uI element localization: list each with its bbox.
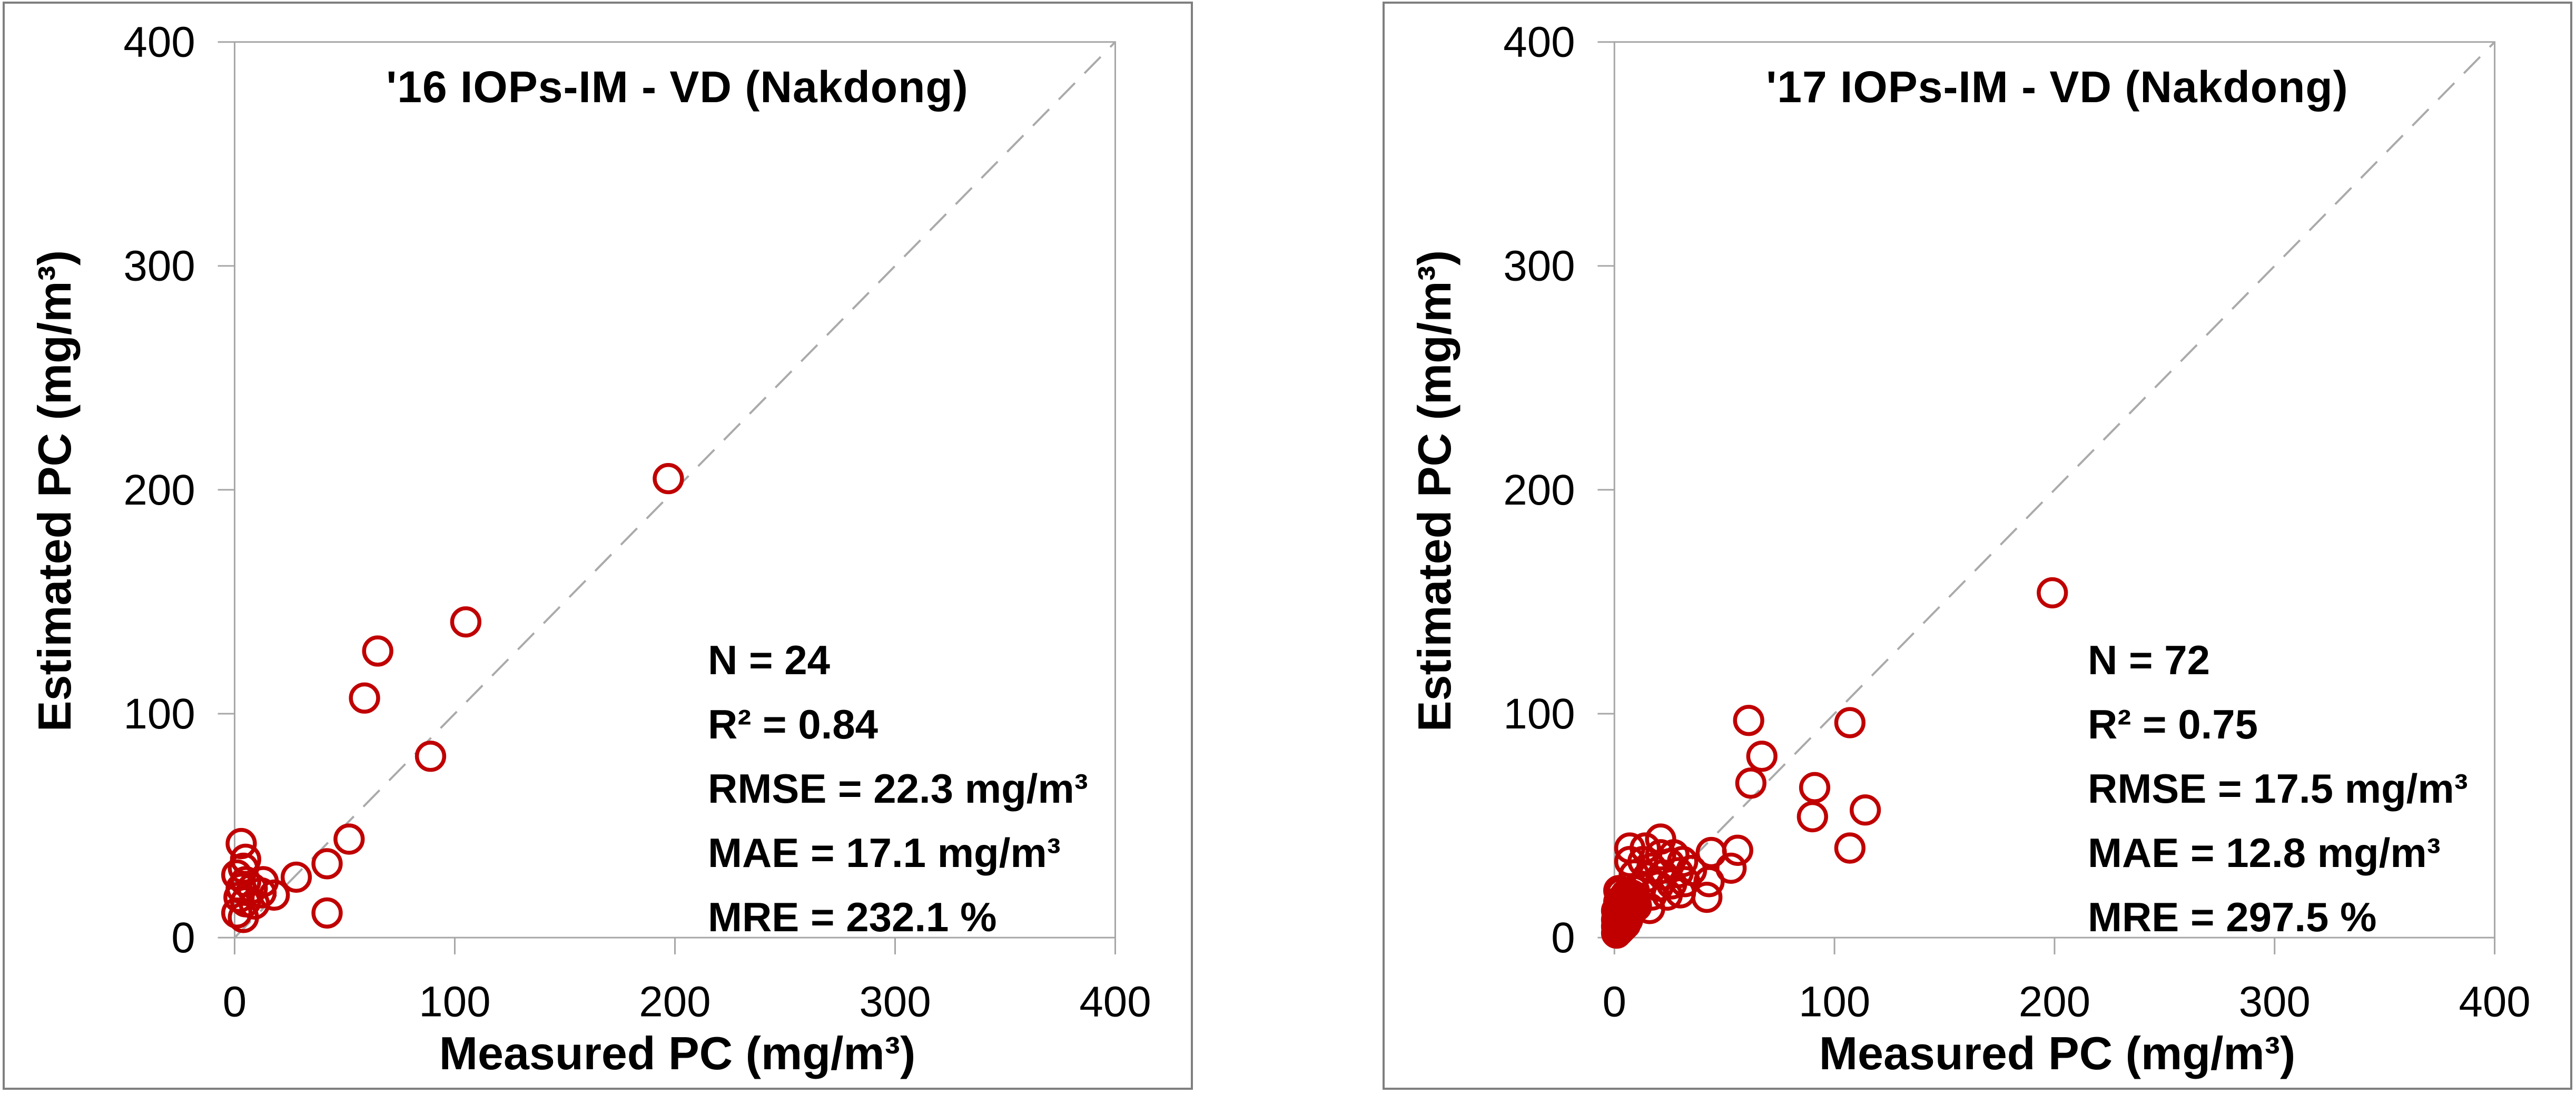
x-axis-title: Measured PC (mg/m³)	[1819, 1027, 2296, 1079]
data-point	[1722, 834, 1753, 866]
data-point	[311, 897, 343, 929]
y-tick-label: 300	[1503, 242, 1575, 290]
stat-r2: R² = 0.84	[708, 701, 879, 747]
data-point	[1834, 832, 1866, 864]
chart-title: '17 IOPs-IM - VD (Nakdong)	[1766, 62, 2348, 112]
data-point	[311, 848, 343, 880]
x-tick-label: 200	[2019, 978, 2090, 1026]
x-tick-label: 100	[419, 978, 490, 1026]
x-tick-label: 400	[1079, 978, 1151, 1026]
stat-mae: MAE = 12.8 mg/m³	[2088, 830, 2441, 876]
chart-panel-2017: 0 100 200 300 400 0 100 200 300 400 '17 IOPs-IM -…	[1383, 2, 2572, 1090]
data-point	[349, 682, 380, 714]
data-point	[221, 859, 253, 891]
data-point	[1621, 890, 1652, 922]
data-point	[414, 741, 447, 772]
y-tick-label: 300	[123, 242, 195, 290]
data-point	[1618, 875, 1650, 906]
y-axis-title-text: Estimated PC (mg/m³)	[28, 250, 81, 732]
data-point	[223, 881, 255, 913]
y-tick-label: 0	[171, 914, 195, 962]
data-point	[1695, 836, 1727, 869]
scatter-plot-2016: 0 100 200 300 400 0 100 200 300 400	[123, 18, 1151, 1026]
x-tick-label: 400	[2459, 978, 2530, 1026]
data-point	[362, 635, 393, 667]
stat-mae: MAE = 17.1 mg/m³	[708, 830, 1061, 876]
data-point	[333, 823, 365, 855]
stats-block: N = 72 R² = 0.75 RMSE = 17.5 mg/m³ MAE =…	[2088, 628, 2468, 949]
y-tick-label: 400	[123, 18, 195, 66]
chart-title: '16 IOPs-IM - VD (Nakdong)	[386, 62, 969, 112]
x-tick-label: 0	[1603, 978, 1626, 1026]
stat-mre: MRE = 297.5 %	[2088, 894, 2377, 940]
data-point	[280, 861, 312, 893]
y-tick-label: 100	[123, 690, 195, 738]
y-tick-label: 200	[1503, 466, 1575, 514]
data-point	[1834, 707, 1866, 738]
scatter-plot-2017: 0 100 200 300 400 0 100 200 300 400	[1503, 18, 2530, 1026]
x-axis-title: Measured PC (mg/m³)	[439, 1027, 916, 1079]
y-tick-label: 200	[123, 466, 195, 514]
data-point	[1735, 767, 1766, 799]
y-axis-title-text: Estimated PC (mg/m³)	[1408, 250, 1460, 732]
y-tick-label: 100	[1503, 690, 1575, 738]
data-point	[1799, 772, 1831, 803]
data-point	[1733, 705, 1764, 736]
y-tick-label: 400	[1503, 18, 1575, 66]
data-point	[228, 902, 259, 933]
stat-r2: R² = 0.75	[2088, 701, 2258, 747]
stat-mre: MRE = 232.1 %	[708, 894, 997, 940]
data-point	[1664, 877, 1696, 909]
data-point	[230, 866, 261, 898]
data-point	[228, 852, 259, 884]
data-point	[1746, 741, 1778, 772]
y-tick-label: 0	[1551, 914, 1575, 962]
data-point	[1715, 852, 1747, 884]
data-point	[1797, 801, 1828, 833]
x-tick-label: 100	[1799, 978, 1870, 1026]
chart-panel-2016: 0 100 200 300 400 0 100 200 300 400 '16 IOPs-IM -…	[3, 2, 1193, 1090]
x-tick-label: 0	[223, 978, 246, 1026]
x-tick-label: 300	[859, 978, 931, 1026]
stats-block: N = 24 R² = 0.84 RMSE = 22.3 mg/m³ MAE =…	[708, 628, 1088, 949]
x-tick-label: 200	[639, 978, 710, 1026]
stat-rmse: RMSE = 22.3 mg/m³	[708, 765, 1088, 812]
data-point	[2037, 577, 2068, 609]
x-tick-label: 300	[2239, 978, 2311, 1026]
identity-line	[1613, 41, 2495, 939]
stat-n: N = 72	[2088, 637, 2210, 683]
data-point	[653, 463, 684, 495]
data-point	[1849, 794, 1881, 826]
data-point	[225, 827, 257, 860]
data-point	[221, 897, 253, 929]
stat-rmse: RMSE = 17.5 mg/m³	[2088, 765, 2468, 812]
data-point	[450, 606, 482, 638]
stat-n: N = 24	[708, 637, 830, 683]
